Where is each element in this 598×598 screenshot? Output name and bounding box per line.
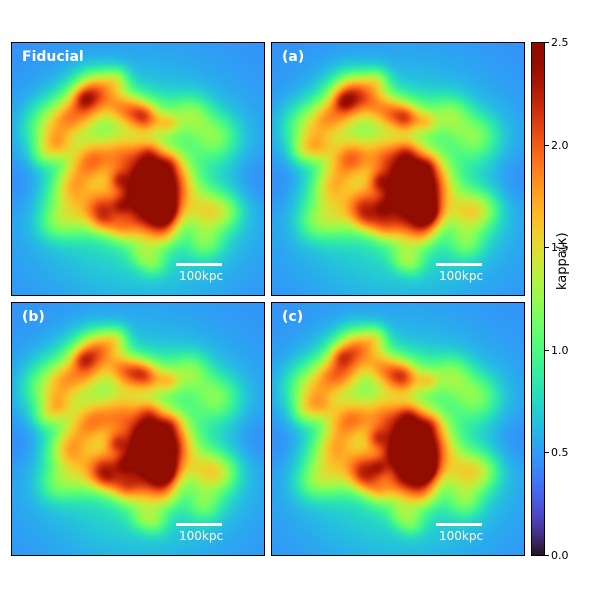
scale-bar-label: 100kpc: [179, 269, 224, 283]
convergence-map-image: [272, 303, 524, 555]
map-panel-a: (a) 100kpc: [271, 42, 525, 296]
colorbar-tick-label: 0.0: [551, 549, 569, 562]
scale-bar-label: 100kpc: [439, 269, 484, 283]
map-panel-b: (b) 100kpc: [11, 302, 265, 556]
colorbar-title: kappa(κ): [555, 232, 570, 290]
colorbar-tick: [545, 42, 549, 43]
colorbar-tick-label: 1.5: [551, 241, 569, 254]
panel-label: Fiducial: [22, 49, 84, 65]
panel-label: (a): [282, 49, 305, 65]
colorbar-tick: [545, 555, 549, 556]
scale-bar: [176, 523, 222, 526]
panel-label: (b): [22, 309, 45, 325]
colorbar-tick: [545, 350, 549, 351]
convergence-map-image: [12, 303, 264, 555]
colorbar-tick-label: 2.0: [551, 139, 569, 152]
map-panel-fiducial: Fiducial 100kpc: [11, 42, 265, 296]
scale-bar-label: 100kpc: [179, 529, 224, 543]
colorbar-tick: [545, 452, 549, 453]
colorbar-tick-label: 1.0: [551, 344, 569, 357]
convergence-map-image: [12, 43, 264, 295]
colorbar: [531, 42, 545, 556]
colorbar-tick-label: 2.5: [551, 36, 569, 49]
map-panel-c: (c) 100kpc: [271, 302, 525, 556]
scale-bar-label: 100kpc: [439, 529, 484, 543]
colorbar-tick: [545, 145, 549, 146]
scale-bar: [176, 263, 222, 266]
scale-bar: [436, 263, 482, 266]
colorbar-tick-label: 0.5: [551, 446, 569, 459]
panel-label: (c): [282, 309, 304, 325]
convergence-map-image: [272, 43, 524, 295]
scale-bar: [436, 523, 482, 526]
colorbar-tick: [545, 247, 549, 248]
